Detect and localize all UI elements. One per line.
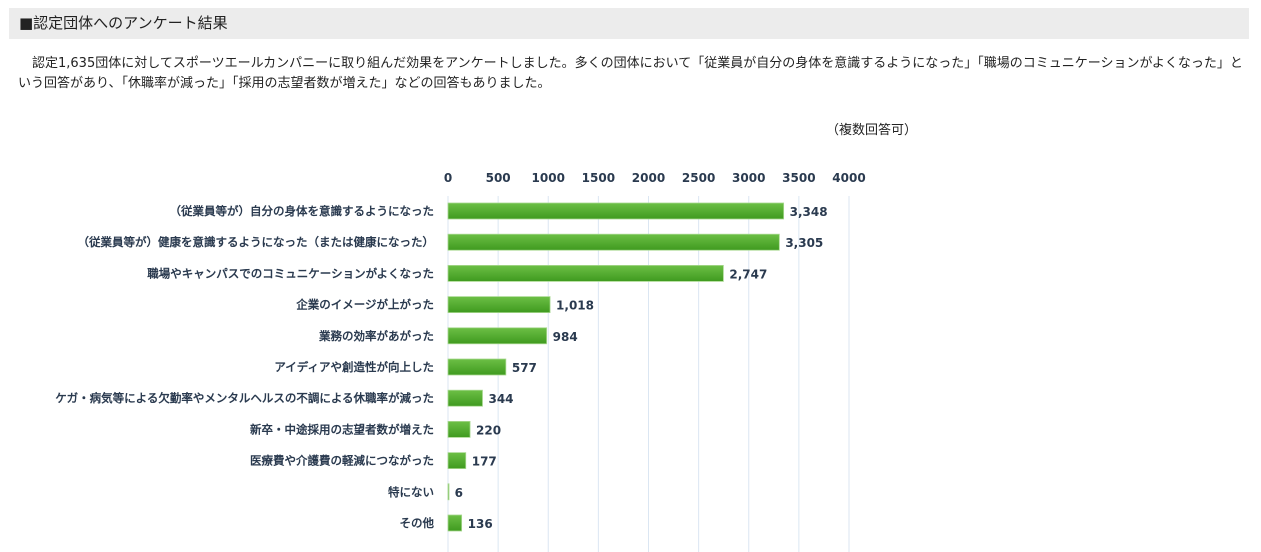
bar <box>447 202 785 220</box>
x-tick-label: 4000 <box>832 171 865 185</box>
category-label: その他 <box>400 516 435 530</box>
category-label: 職場やキャンパスでのコミュニケーションがよくなった <box>147 266 434 280</box>
category-label: 医療費や介護費の軽減につながった <box>250 454 434 468</box>
value-label: 984 <box>553 330 578 344</box>
x-tick-label: 0 <box>444 171 452 185</box>
bar <box>447 483 450 501</box>
x-tick-label: 500 <box>486 171 511 185</box>
bar <box>447 452 467 470</box>
bar <box>447 420 471 438</box>
bar <box>447 233 780 251</box>
bar <box>447 358 507 376</box>
x-tick-label: 1000 <box>532 171 565 185</box>
category-label: 業務の効率があがった <box>318 329 434 343</box>
value-label: 344 <box>488 392 513 406</box>
value-label: 3,348 <box>790 205 828 219</box>
description: 認定1,635団体に対してスポーツエールカンパニーに取り組んだ効果をアンケートし… <box>18 56 1243 91</box>
bar <box>447 389 483 407</box>
category-label: ケガ・病気等による欠勤率やメンタルヘルスの不調による休職率が減った <box>55 391 434 405</box>
value-label: 577 <box>512 361 537 375</box>
section-header: ■認定団体へのアンケート結果 <box>9 8 1249 39</box>
category-label: アイディアや創造性が向上した <box>274 360 434 374</box>
category-label: （従業員等が）自分の身体を意識するようになった <box>170 204 435 218</box>
category-label: 特にない <box>388 485 434 499</box>
multiple-answer-note: （複数回答可） <box>826 123 918 138</box>
value-label: 2,747 <box>729 267 767 281</box>
x-tick-label: 2000 <box>632 171 665 185</box>
category-label: 新卒・中途採用の志望者数が増えた <box>250 422 434 436</box>
bar <box>447 264 724 282</box>
bar <box>447 514 463 532</box>
bar <box>447 327 548 345</box>
value-label: 220 <box>476 423 501 437</box>
x-tick-label: 2500 <box>682 171 715 185</box>
category-label: （従業員等が）健康を意識するようになった（または健康になった） <box>78 235 435 249</box>
value-label: 177 <box>472 455 497 469</box>
value-label: 6 <box>455 486 463 500</box>
x-tick-label: 3500 <box>782 171 815 185</box>
bar <box>447 296 551 314</box>
value-label: 136 <box>468 517 493 531</box>
value-label: 1,018 <box>556 299 594 313</box>
value-label: 3,305 <box>785 236 823 250</box>
category-label: 企業のイメージが上がった <box>295 298 434 312</box>
x-tick-label: 1500 <box>582 171 615 185</box>
x-tick-label: 3000 <box>732 171 765 185</box>
